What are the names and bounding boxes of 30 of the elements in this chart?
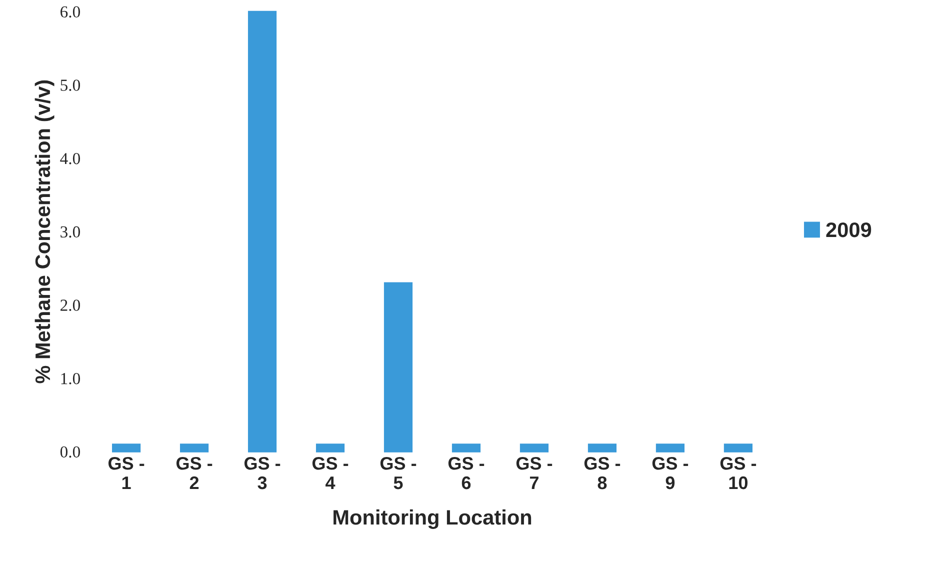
y-tick-label: 5.0 xyxy=(60,80,80,91)
x-tick-label: GS - 8 xyxy=(584,456,620,490)
x-tick-label: GS - 4 xyxy=(312,456,348,490)
y-tick-label: 2.0 xyxy=(60,300,80,311)
x-tick-label: GS - 7 xyxy=(516,456,552,490)
bar xyxy=(724,444,752,452)
bar xyxy=(316,444,345,452)
bar xyxy=(248,10,277,452)
bar xyxy=(656,444,685,452)
x-axis-title: Monitoring Location xyxy=(334,509,532,529)
bar xyxy=(112,444,141,452)
x-tick-label: GS - 6 xyxy=(448,456,484,490)
y-tick-label: 0.0 xyxy=(60,446,80,458)
bar xyxy=(384,282,413,452)
bar xyxy=(452,444,481,452)
x-tick-label: GS - 9 xyxy=(652,456,688,490)
x-tick-label: GS - 2 xyxy=(176,456,212,490)
x-tick-label: GS - 1 xyxy=(108,456,144,490)
y-tick-label: 1.0 xyxy=(61,372,80,384)
x-tick-label: GS - 3 xyxy=(244,456,280,490)
bar xyxy=(180,444,209,452)
y-axis-title: % Methane Concentration (v/v) xyxy=(34,80,54,384)
bar xyxy=(588,444,617,452)
bar xyxy=(520,444,549,452)
legend-label: 2009 xyxy=(826,222,872,238)
x-tick-label: GS - 10 xyxy=(720,456,756,490)
y-tick-label: 3.0 xyxy=(60,226,80,238)
y-tick-label: 4.0 xyxy=(60,152,80,164)
x-tick-label: GS - 5 xyxy=(380,456,416,490)
y-tick-label: 6.0 xyxy=(60,6,80,18)
